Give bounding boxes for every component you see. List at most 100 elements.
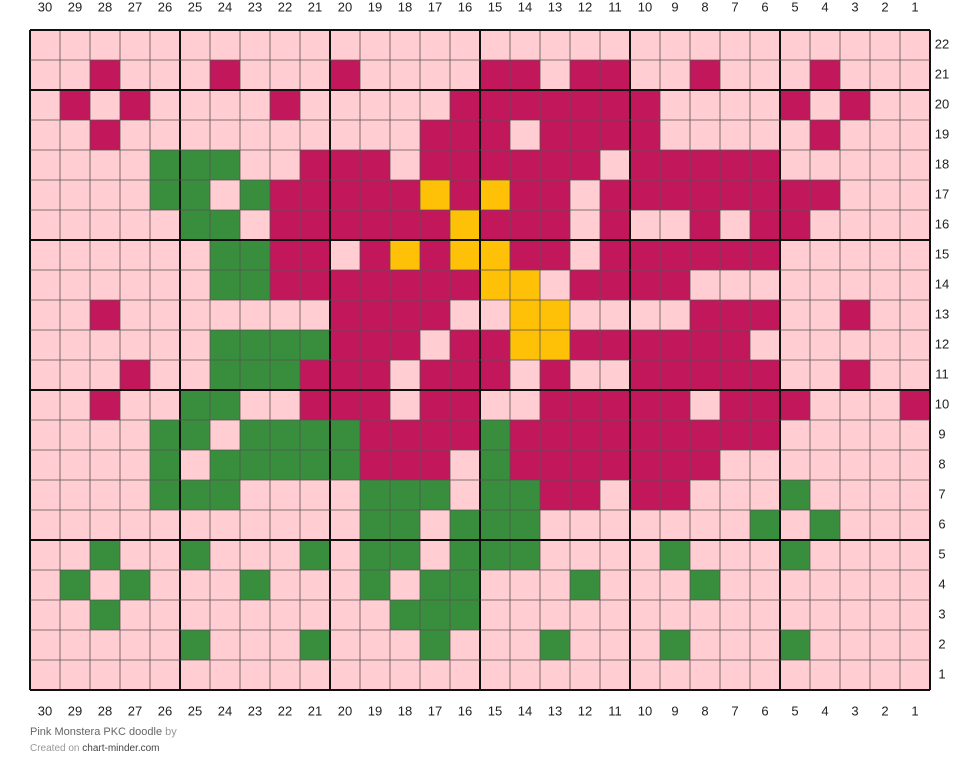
- cell: [660, 600, 690, 630]
- cell: [150, 570, 180, 600]
- site-link[interactable]: chart-minder.com: [82, 743, 160, 754]
- cell: [240, 630, 270, 660]
- cell: [480, 330, 510, 360]
- cell: [120, 210, 150, 240]
- column-label: 13: [548, 703, 562, 718]
- cell: [390, 300, 420, 330]
- cell: [570, 510, 600, 540]
- cell: [180, 420, 210, 450]
- cell: [750, 480, 780, 510]
- row-label: 16: [935, 216, 949, 231]
- cell: [510, 120, 540, 150]
- cell: [900, 270, 930, 300]
- cell: [300, 480, 330, 510]
- cell: [780, 510, 810, 540]
- column-label: 12: [578, 0, 592, 14]
- cell: [330, 630, 360, 660]
- row-label: 22: [935, 36, 949, 51]
- cell: [390, 540, 420, 570]
- cell: [30, 180, 60, 210]
- cell: [540, 30, 570, 60]
- cell: [480, 510, 510, 540]
- cell: [480, 540, 510, 570]
- cell: [360, 120, 390, 150]
- cell: [810, 660, 840, 690]
- cell: [90, 180, 120, 210]
- cell: [900, 240, 930, 270]
- cell: [360, 150, 390, 180]
- cell: [570, 600, 600, 630]
- cell: [420, 90, 450, 120]
- cell: [630, 630, 660, 660]
- cell: [780, 420, 810, 450]
- row-label: 12: [935, 336, 949, 351]
- cell: [120, 420, 150, 450]
- cell: [60, 270, 90, 300]
- row-label: 8: [938, 456, 945, 471]
- cell: [540, 600, 570, 630]
- column-label: 3: [851, 703, 858, 718]
- cell: [630, 60, 660, 90]
- cell: [780, 540, 810, 570]
- cell: [720, 660, 750, 690]
- row-label: 19: [935, 126, 949, 141]
- cell: [420, 120, 450, 150]
- cell: [690, 540, 720, 570]
- cell: [360, 240, 390, 270]
- cell: [240, 660, 270, 690]
- cell: [810, 330, 840, 360]
- cell: [120, 480, 150, 510]
- column-label: 11: [608, 0, 622, 14]
- cell: [600, 660, 630, 690]
- column-label: 15: [488, 0, 502, 14]
- cell: [750, 90, 780, 120]
- cell: [750, 180, 780, 210]
- column-label: 27: [128, 0, 142, 14]
- cell: [360, 600, 390, 630]
- cell: [240, 450, 270, 480]
- row-label: 21: [935, 66, 949, 81]
- cell: [420, 330, 450, 360]
- column-label: 24: [218, 0, 232, 14]
- column-label: 7: [731, 0, 738, 14]
- column-label: 28: [98, 0, 112, 14]
- cell: [630, 480, 660, 510]
- cell: [150, 240, 180, 270]
- cell: [690, 450, 720, 480]
- cell: [60, 120, 90, 150]
- cell: [270, 270, 300, 300]
- cell: [420, 60, 450, 90]
- cell: [750, 210, 780, 240]
- cell: [870, 480, 900, 510]
- cell: [510, 360, 540, 390]
- cell: [540, 660, 570, 690]
- cell: [840, 660, 870, 690]
- footer: Pink Monstera PKC doodle by Created on c…: [30, 726, 177, 754]
- cell: [480, 210, 510, 240]
- cell: [150, 390, 180, 420]
- cell: [750, 270, 780, 300]
- cell: [720, 420, 750, 450]
- row-label: 14: [935, 276, 949, 291]
- cell: [90, 30, 120, 60]
- cell: [600, 60, 630, 90]
- cell: [450, 90, 480, 120]
- cell: [570, 570, 600, 600]
- cell: [120, 150, 150, 180]
- cell: [660, 270, 690, 300]
- cell: [570, 120, 600, 150]
- cell: [120, 570, 150, 600]
- cell: [900, 660, 930, 690]
- cell: [240, 60, 270, 90]
- cell: [330, 510, 360, 540]
- cell: [330, 330, 360, 360]
- knitting-chart: 3030292928282727262625252424232322222121…: [29, 0, 949, 718]
- cell: [810, 30, 840, 60]
- cell: [840, 480, 870, 510]
- cell: [180, 300, 210, 330]
- cell: [60, 600, 90, 630]
- cell: [150, 540, 180, 570]
- column-label: 18: [398, 0, 412, 14]
- column-label: 26: [158, 0, 172, 14]
